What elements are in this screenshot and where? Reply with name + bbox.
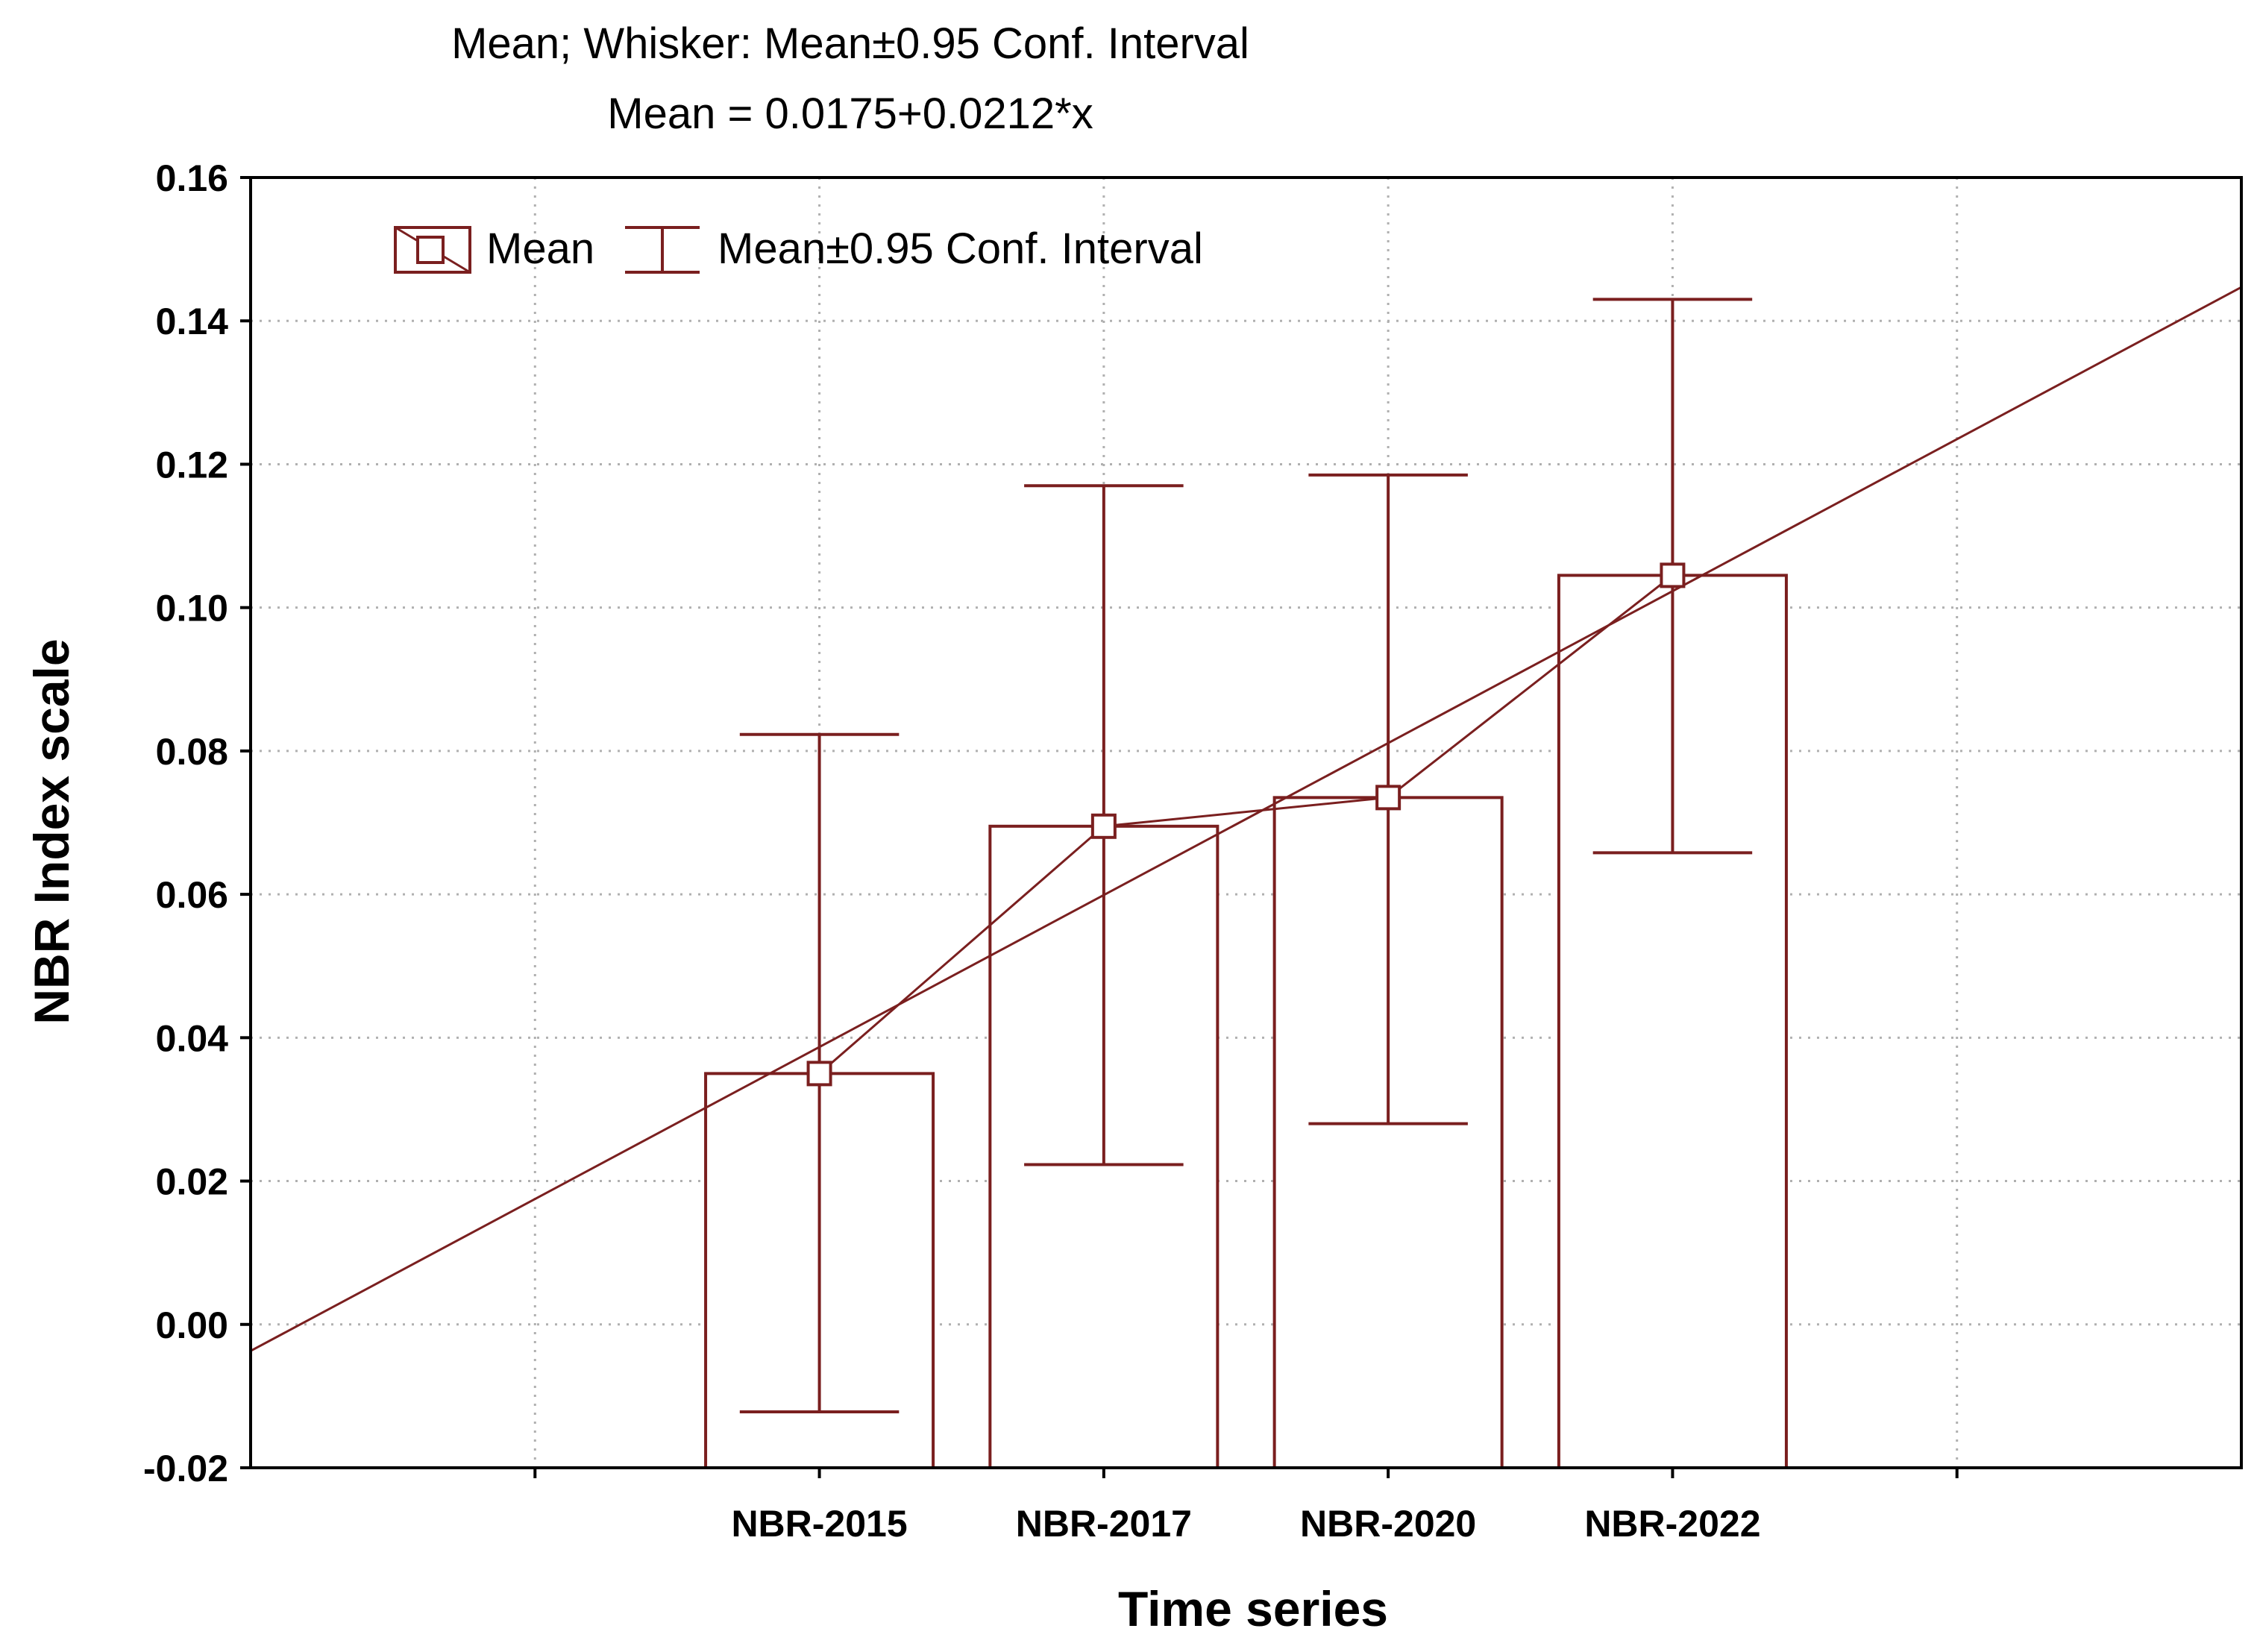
- legend-mean-swatch: [394, 226, 471, 274]
- y-tick-label: 0.08: [156, 731, 228, 773]
- x-axis-label: Time series: [1118, 1581, 1388, 1636]
- legend: Mean Mean±0.95 Conf. Interval: [394, 224, 1203, 274]
- mean-marker: [1375, 785, 1401, 811]
- y-tick-label: 0.02: [156, 1161, 228, 1203]
- plot-frame: [249, 176, 2243, 1469]
- fit-line: [250, 286, 2242, 1352]
- x-tick-label: NBR-2015: [731, 1503, 907, 1545]
- y-tick-label: 0.12: [156, 444, 228, 486]
- plot-border: [249, 176, 2243, 1469]
- y-axis-label: NBR Index scale: [24, 638, 79, 1024]
- x-tick-labels: NBR-2015 NBR-2017 NBR-2020 NBR-2022: [533, 1468, 1959, 1545]
- grid: [251, 176, 2241, 1469]
- y-tick-label: 0.16: [156, 157, 228, 199]
- legend-mean-label: Mean: [486, 224, 594, 273]
- mean-series: [739, 298, 1753, 1414]
- regression-line: [250, 286, 2242, 1352]
- y-tick-label: 0.00: [156, 1304, 228, 1346]
- mean-marker: [1090, 813, 1117, 839]
- x-tick-label: NBR-2020: [1300, 1503, 1476, 1545]
- y-tick-label: 0.10: [156, 588, 228, 629]
- x-tick-label: NBR-2022: [1584, 1503, 1760, 1545]
- chart-title: Mean; Whisker: Mean±0.95 Conf. Interval: [451, 19, 1249, 68]
- y-tick-labels: -0.02 0.00 0.02 0.04 0.06 0.08 0.10 0.12 0.14 0.1…: [143, 157, 251, 1489]
- y-tick-label: 0.14: [156, 301, 229, 342]
- x-tick-label: NBR-2017: [1016, 1503, 1192, 1545]
- mean-marker: [806, 1061, 832, 1087]
- mean-marker: [1660, 562, 1686, 588]
- mean-connector-line: [818, 574, 1674, 1075]
- legend-ci-swatch: [625, 226, 700, 274]
- legend-ci-label: Mean±0.95 Conf. Interval: [718, 224, 1203, 273]
- y-tick-label: 0.06: [156, 874, 228, 916]
- y-tick-label: 0.04: [156, 1017, 229, 1059]
- y-tick-label: -0.02: [143, 1448, 228, 1489]
- chart-subtitle: Mean = 0.0175+0.0212*x: [607, 89, 1093, 138]
